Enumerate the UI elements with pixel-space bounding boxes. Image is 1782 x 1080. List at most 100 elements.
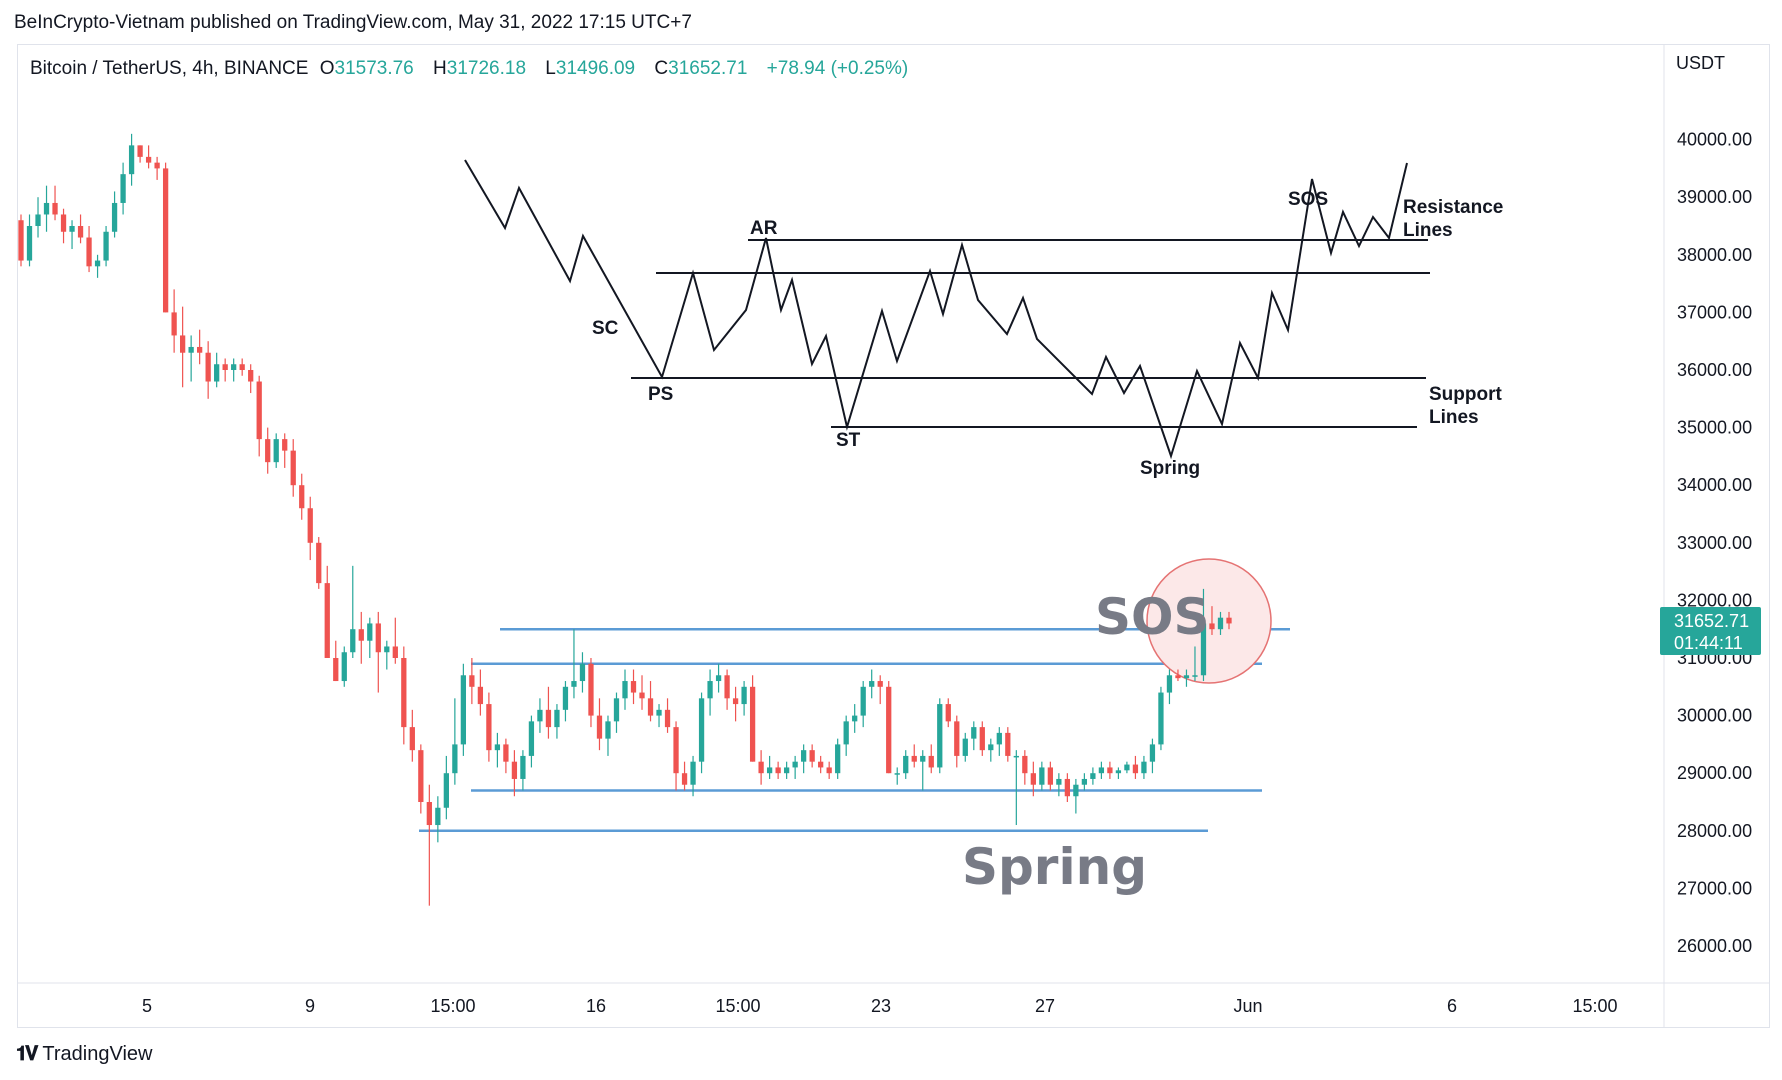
candle-body bbox=[801, 750, 807, 762]
candle-body bbox=[766, 767, 773, 774]
candle-body bbox=[715, 675, 722, 682]
candle-body bbox=[299, 485, 305, 509]
candle-body bbox=[341, 652, 347, 682]
candle-body bbox=[1073, 784, 1079, 797]
schematic-price-path bbox=[464, 159, 1408, 460]
candle-body bbox=[452, 744, 458, 774]
candle-body bbox=[903, 755, 909, 774]
legend-open-label: O bbox=[319, 58, 335, 79]
candle-body bbox=[1183, 675, 1190, 679]
resistance-lines-label: Resistance bbox=[1403, 197, 1503, 218]
resistance-lines-label: Lines bbox=[1403, 220, 1453, 241]
candle-body bbox=[35, 214, 41, 226]
candle-body bbox=[358, 629, 364, 641]
candle-body bbox=[486, 704, 492, 751]
legend-open: 31573.76 bbox=[334, 58, 414, 79]
candle-body bbox=[1217, 617, 1224, 630]
x-tick-label: 15:00 bbox=[715, 996, 760, 1016]
y-tick-label: 28000.00 bbox=[1677, 821, 1752, 841]
candle-body bbox=[1209, 623, 1215, 630]
candle-body bbox=[324, 583, 330, 658]
candle-body bbox=[350, 629, 356, 653]
price-tag-box bbox=[1660, 607, 1761, 655]
support-lines-label: Support bbox=[1429, 384, 1502, 405]
candle-body bbox=[1107, 767, 1113, 774]
candle-body bbox=[1039, 767, 1045, 785]
candle-body bbox=[367, 623, 373, 641]
candle-body bbox=[937, 704, 943, 768]
candle-body bbox=[596, 715, 603, 739]
schematic-label: Spring bbox=[1140, 458, 1200, 479]
x-tick-label: 15:00 bbox=[430, 996, 475, 1016]
candle-body bbox=[52, 202, 58, 215]
currency-label[interactable]: USDT bbox=[1676, 53, 1725, 73]
legend-high-label: H bbox=[433, 58, 447, 79]
candle-body bbox=[664, 709, 671, 728]
candle-body bbox=[911, 755, 917, 762]
price-tag: 31652.71 01:44:11 bbox=[1660, 607, 1761, 655]
candle-body bbox=[1056, 778, 1062, 785]
x-tick-label: 15:00 bbox=[1572, 996, 1617, 1016]
candle-body bbox=[545, 709, 552, 728]
candle-body bbox=[758, 761, 764, 774]
y-tick-label: 36000.00 bbox=[1677, 360, 1752, 380]
candle-body bbox=[69, 226, 75, 232]
candle-body bbox=[333, 658, 339, 682]
candle-body bbox=[120, 174, 126, 203]
tradingview-logo-icon: 𝟏𝐕 bbox=[16, 1043, 38, 1065]
candle-body bbox=[869, 681, 875, 687]
footer-brand[interactable]: 𝟏𝐕 TradingView bbox=[16, 1043, 152, 1066]
candle-body bbox=[77, 226, 84, 238]
price-tag-price: 31652.71 bbox=[1674, 611, 1749, 631]
candle-body bbox=[579, 663, 586, 682]
candle-body bbox=[741, 686, 747, 705]
schematic-label: SOS bbox=[1288, 189, 1328, 210]
candle-body bbox=[835, 744, 841, 774]
candle-body bbox=[571, 681, 577, 687]
candle-body bbox=[1064, 778, 1071, 797]
candle-body bbox=[605, 721, 611, 739]
schematic-label: PS bbox=[648, 384, 673, 405]
candle-body bbox=[647, 698, 654, 716]
legend-symbol[interactable]: Bitcoin / TetherUS, 4h, BINANCE bbox=[30, 58, 309, 79]
candle-body bbox=[1149, 744, 1156, 762]
candle-body bbox=[1005, 732, 1011, 756]
candle-body bbox=[103, 231, 109, 261]
candle-body bbox=[60, 214, 67, 232]
candle-body bbox=[477, 686, 484, 705]
annotation-labels: SOS Spring bbox=[962, 588, 1210, 896]
candle-body bbox=[749, 686, 756, 762]
candle-body bbox=[282, 439, 288, 451]
candle-body bbox=[316, 542, 322, 584]
candle-body bbox=[809, 750, 815, 762]
y-tick-label: 30000.00 bbox=[1677, 706, 1752, 726]
legend-close-label: C bbox=[654, 58, 669, 79]
axes-layer: 26000.00 27000.00 28000.00 29000.00 30000.00… bbox=[17, 44, 1770, 1028]
candles-layer bbox=[18, 133, 1232, 906]
y-tick-label: 39000.00 bbox=[1677, 187, 1752, 207]
x-tick-label: 9 bbox=[305, 996, 315, 1016]
legend-high: 31726.18 bbox=[446, 58, 527, 79]
candle-body bbox=[1022, 755, 1028, 774]
candle-body bbox=[562, 686, 569, 710]
candle-body bbox=[673, 727, 679, 774]
legend-close: 31652.71 bbox=[668, 58, 748, 79]
candle-body bbox=[1090, 773, 1096, 779]
candle-body bbox=[783, 767, 790, 774]
candle-body bbox=[775, 767, 781, 774]
x-tick-label: 23 bbox=[871, 996, 891, 1016]
candle-body bbox=[443, 773, 449, 808]
candle-body bbox=[197, 346, 203, 353]
y-tick-label: 27000.00 bbox=[1677, 878, 1752, 898]
candle-body bbox=[128, 145, 135, 175]
candle-body bbox=[188, 346, 194, 353]
candle-body bbox=[435, 807, 441, 826]
candle-body bbox=[852, 715, 858, 722]
candle-body bbox=[826, 767, 832, 774]
candle-body bbox=[698, 698, 705, 762]
candle-body bbox=[979, 727, 985, 751]
candle-body bbox=[732, 698, 739, 705]
sos-annotation: SOS bbox=[1095, 588, 1210, 646]
